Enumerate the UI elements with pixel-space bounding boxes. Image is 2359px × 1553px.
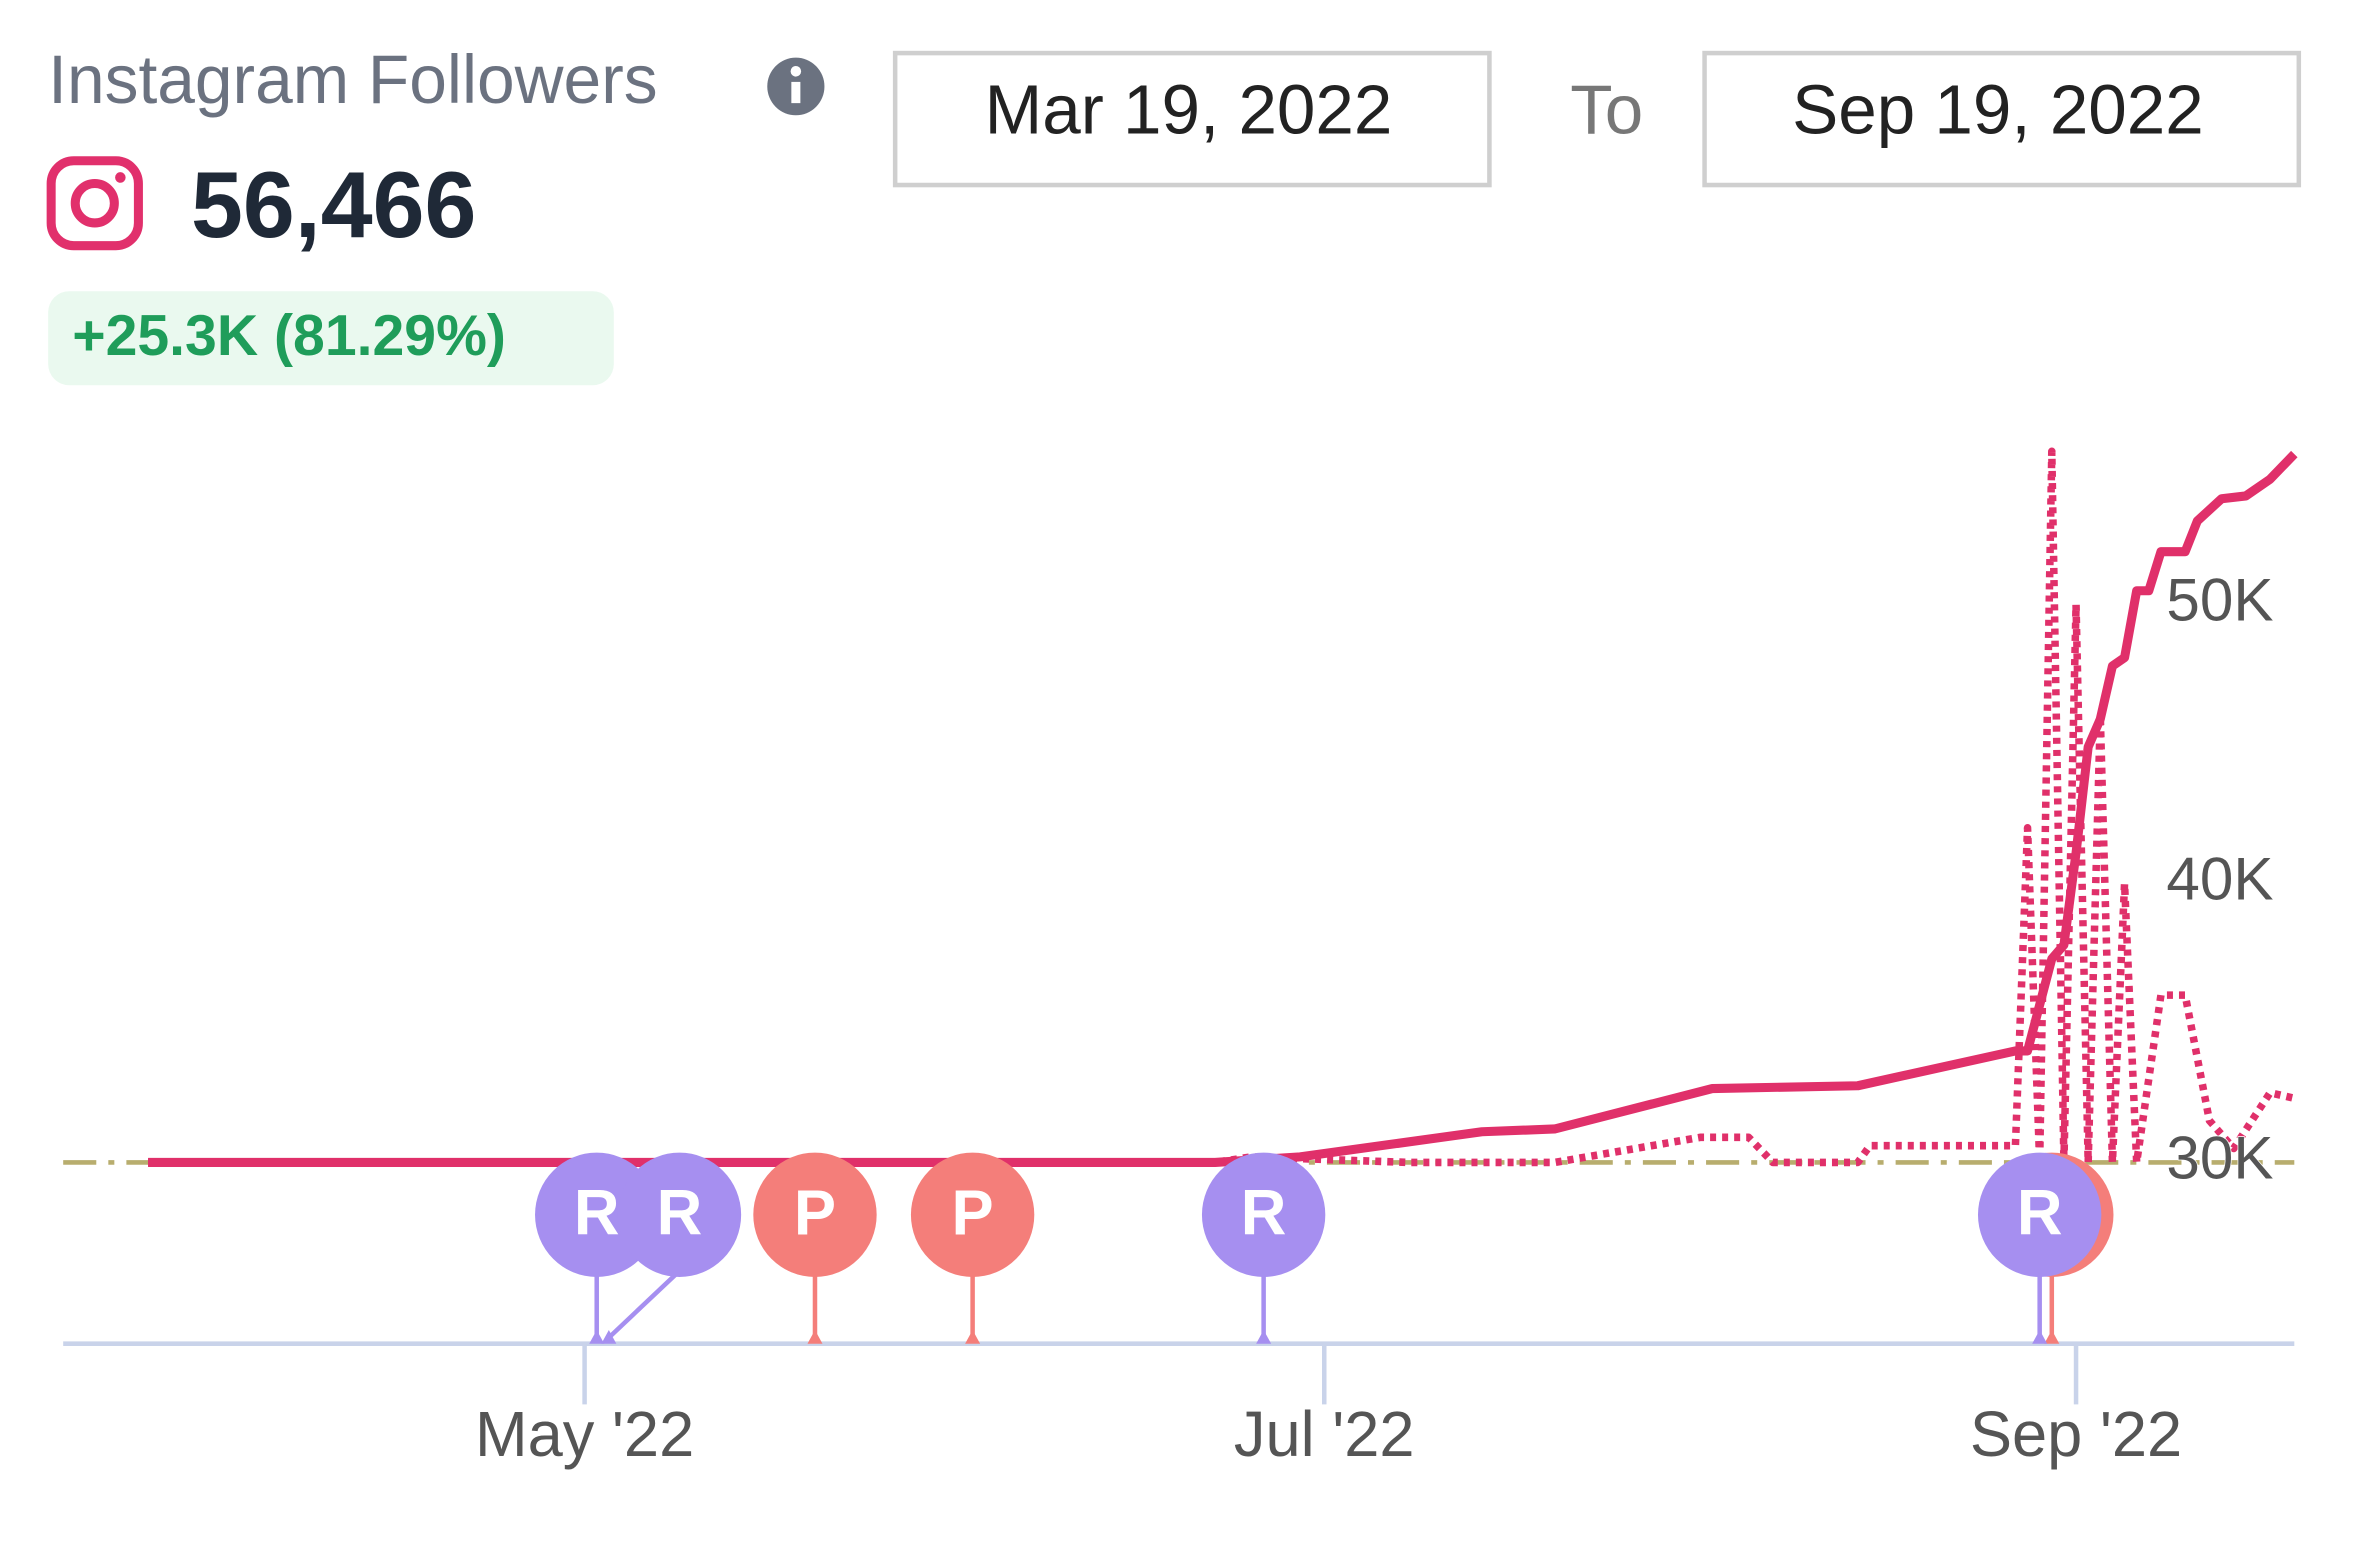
y-tick-label: 40K	[2166, 844, 2273, 912]
marker-circle	[753, 1152, 877, 1277]
start-date: Mar 19, 2022	[985, 70, 1393, 148]
marker-label: R	[2017, 1178, 2063, 1248]
marker-label: P	[952, 1178, 994, 1248]
instagram-icon	[46, 156, 143, 251]
info-icon[interactable]	[767, 57, 825, 116]
ig-frame	[46, 156, 143, 251]
x-tick-label: Jul '22	[1234, 1400, 1415, 1470]
x-tick-label: Sep '22	[1970, 1400, 2182, 1470]
x-tick-label: May '22	[475, 1400, 694, 1470]
marker-label: R	[1241, 1178, 1287, 1248]
marker-foot	[2044, 1330, 2060, 1344]
end-date: Sep 19, 2022	[1792, 70, 2204, 148]
event-marker[interactable]: R	[601, 1152, 742, 1344]
marker-foot	[965, 1330, 981, 1344]
start-date-input[interactable]	[892, 50, 1492, 188]
marker-foot	[601, 1330, 617, 1344]
ig-lens	[70, 178, 119, 228]
dotted-line	[148, 447, 2296, 1167]
line	[148, 450, 2298, 1167]
follower-count: 56,466	[191, 152, 476, 257]
marker-circle	[910, 1152, 1035, 1277]
y-tick-label: 30K	[2166, 1123, 2273, 1191]
marker-circle	[1201, 1152, 1326, 1277]
marker-circle	[1977, 1152, 2102, 1277]
marker-stem	[607, 1269, 682, 1340]
event-marker[interactable]: R	[1201, 1152, 1326, 1344]
info-dot	[790, 65, 802, 77]
marker-foot	[1256, 1330, 1272, 1344]
to-label: To	[1570, 70, 1643, 148]
event-marker[interactable]: P	[753, 1152, 877, 1344]
change-badge	[48, 291, 614, 386]
marker-foot	[2032, 1330, 2048, 1344]
marker-label: R	[574, 1178, 620, 1248]
marker-foot	[807, 1330, 823, 1344]
marker-foot	[589, 1330, 605, 1344]
marker-circle	[617, 1152, 742, 1277]
change-text: +25.3K (81.29%)	[72, 304, 506, 368]
marker-label: P	[794, 1178, 836, 1248]
marker-label: R	[657, 1178, 703, 1248]
ig-dot	[115, 172, 126, 183]
event-marker[interactable]: R	[1977, 1152, 2102, 1344]
info-stem	[791, 81, 801, 104]
title: Instagram Followers	[48, 42, 657, 118]
y-tick-label: 50K	[2166, 565, 2273, 633]
end-date-input[interactable]	[1702, 50, 2302, 188]
event-marker[interactable]: P	[910, 1152, 1035, 1344]
